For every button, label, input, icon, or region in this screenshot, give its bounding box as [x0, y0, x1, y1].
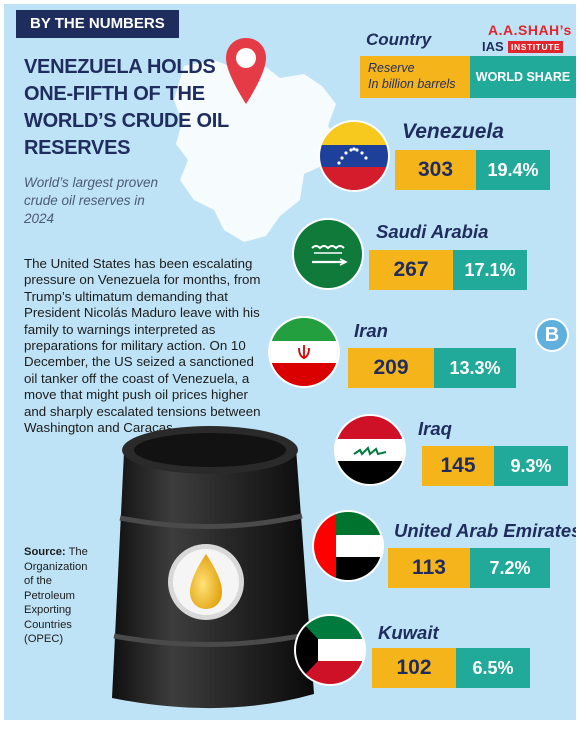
venezuela-map-silhouette	[174, 60, 340, 242]
venezuela-flag-icon	[320, 122, 388, 190]
legend-share-label: WORLD SHARE	[470, 56, 576, 98]
country-name-uae: United Arab Emirates	[394, 520, 576, 541]
reserve-value-saudi-arabia: 267	[369, 250, 453, 290]
country-name-iran: Iran	[354, 320, 388, 341]
share-value-uae: 7.2%	[470, 548, 550, 588]
logo-institute: INSTITUTE	[508, 41, 564, 53]
legend-reserve-label: Reserve	[368, 61, 415, 75]
country-name-venezuela: Venezuela	[402, 120, 504, 143]
legend-reserve-unit: In billion barrels	[368, 77, 456, 91]
country-name-saudi-arabia: Saudi Arabia	[376, 221, 489, 242]
by-the-numbers-badge: BY THE NUMBERS	[16, 10, 179, 38]
legend-country-heading: Country	[366, 30, 432, 49]
logo-name: A.A.SHAH’s	[488, 22, 572, 38]
share-value-saudi-arabia: 17.1%	[453, 250, 527, 290]
reserve-value-iraq: 145	[422, 446, 494, 486]
reserve-value-kuwait: 102	[372, 648, 456, 688]
infographic-panel: BY THE NUMBERS VENEZUELA HOLDS ONE-FIFTH…	[4, 4, 576, 720]
share-value-kuwait: 6.5%	[456, 648, 530, 688]
source-text: The Organization of the Petroleum Export…	[24, 546, 88, 645]
reserve-value-iran: 209	[348, 348, 434, 388]
share-value-venezuela: 19.4%	[476, 150, 550, 190]
country-name-kuwait: Kuwait	[378, 622, 439, 643]
share-value-iraq: 9.3%	[494, 446, 568, 486]
reserve-value-venezuela: 303	[395, 150, 476, 190]
brand-circle-logo: B	[535, 318, 569, 352]
subheading: World’s largest proven crude oil reserve…	[24, 175, 159, 226]
body-text: The United States has been escalating pr…	[24, 256, 261, 436]
kuwait-flag-icon	[296, 616, 364, 684]
reserve-value-uae: 113	[388, 548, 470, 588]
oil-barrel-illustration	[112, 426, 314, 709]
share-value-iran: 13.3%	[434, 348, 516, 388]
institute-logo: A.A.SHAH’s IAS INSTITUTE	[474, 22, 576, 54]
location-pin-icon	[226, 38, 266, 104]
source-note: Source: The Organization of the Petroleu…	[24, 545, 96, 647]
logo-ias: IAS	[482, 39, 504, 54]
saudi-arabia-flag-icon	[294, 220, 362, 288]
iraq-flag-icon	[336, 416, 404, 484]
country-name-iraq: Iraq	[418, 418, 452, 439]
headline: VENEZUELA HOLDS ONE-FIFTH OF THE WORLD’S…	[24, 56, 229, 159]
uae-flag-icon	[314, 512, 382, 580]
source-label: Source:	[24, 546, 66, 558]
iran-flag-icon	[270, 318, 338, 386]
legend-reserve-box: Reserve In billion barrels	[360, 56, 470, 98]
